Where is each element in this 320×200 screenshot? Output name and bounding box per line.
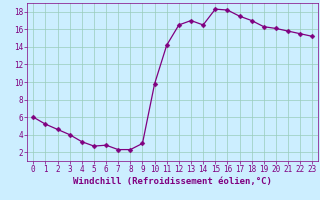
X-axis label: Windchill (Refroidissement éolien,°C): Windchill (Refroidissement éolien,°C) [73, 177, 272, 186]
